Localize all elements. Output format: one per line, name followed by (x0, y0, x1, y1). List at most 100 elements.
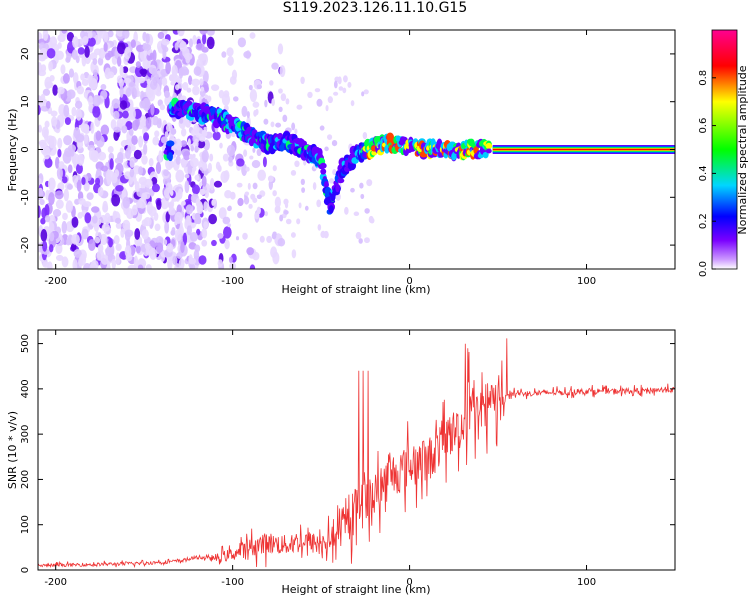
heatmap-cell (115, 222, 122, 229)
heatmap-cell (327, 96, 333, 104)
heatmap-cell (485, 142, 493, 149)
heatmap-cell (170, 81, 176, 86)
heatmap-cell (296, 218, 301, 225)
heatmap-cell (71, 216, 79, 228)
heatmap-cell (188, 257, 197, 265)
top-x-axis-label: Height of straight line (km) (281, 283, 430, 296)
heatmap-cell (192, 153, 196, 158)
heatmap-cell (316, 98, 323, 107)
heatmap-cell (61, 30, 68, 34)
heatmap-cell (95, 130, 102, 141)
heatmap-cell (227, 55, 234, 66)
heatmap-cell (65, 200, 74, 213)
heatmap-cell (282, 114, 288, 123)
heatmap-cell (179, 117, 184, 124)
heatmap-cell (181, 200, 186, 206)
heatmap-cell (166, 243, 174, 253)
heatmap-cell (203, 201, 208, 212)
heatmap-cell (208, 213, 218, 225)
heatmap-cell (249, 32, 256, 39)
heatmap-cell (482, 151, 489, 158)
heatmap-cell (168, 160, 175, 169)
heatmap-cell (256, 84, 262, 90)
heatmap-cell (174, 220, 178, 226)
heatmap-cell (182, 82, 189, 91)
colorbar-label: Normalized spectral amplitude (736, 65, 749, 234)
heatmap-cell (63, 188, 70, 202)
top-x-tick-label: -200 (44, 276, 67, 287)
spectrogram-heatmap (38, 30, 675, 269)
heatmap-cell (362, 132, 368, 140)
heatmap-cell (279, 214, 284, 222)
heatmap-cell (81, 176, 86, 186)
heatmap-cell (169, 189, 174, 197)
heatmap-cell (167, 201, 174, 209)
heatmap-cell (186, 216, 192, 226)
heatmap-cell (213, 180, 223, 188)
heatmap-cell (230, 131, 236, 138)
heatmap-cell (364, 237, 370, 244)
heatmap-cell (207, 162, 212, 173)
heatmap-cell (46, 135, 55, 146)
heatmap-cell (63, 104, 70, 118)
heatmap-cell (110, 119, 117, 130)
heatmap-cell (185, 204, 194, 215)
heatmap-cell (66, 183, 73, 190)
heatmap-cell (137, 77, 145, 84)
bottom-plot-frame (37, 329, 676, 571)
heatmap-cell (116, 56, 122, 67)
heatmap-cell (353, 211, 360, 217)
heatmap-cell (121, 125, 128, 134)
heatmap-cell (92, 69, 98, 77)
heatmap-cell (226, 144, 236, 157)
heatmap-cell (198, 53, 207, 61)
heatmap-cell (217, 259, 223, 268)
heatmap-cell (128, 128, 134, 136)
heatmap-cell (329, 178, 335, 184)
bottom-x-tick-label: -200 (44, 577, 67, 588)
heatmap-cell (256, 148, 262, 157)
heatmap-cell (97, 243, 104, 253)
heatmap-cell (141, 192, 148, 201)
heatmap-cell (122, 66, 129, 74)
heatmap-cell (73, 248, 82, 258)
heatmap-cell (194, 145, 199, 153)
heatmap-cell (177, 188, 183, 200)
heatmap-cell (71, 233, 80, 245)
heatmap-cell (127, 264, 137, 269)
heatmap-cell (107, 30, 114, 38)
heatmap-cell (206, 30, 215, 36)
heatmap-cell (146, 78, 151, 85)
heatmap-cell (277, 238, 286, 247)
heatmap-cell (199, 188, 206, 196)
heatmap-cell (271, 62, 279, 70)
heatmap-cell (43, 146, 51, 160)
heatmap-cell (223, 226, 232, 239)
heatmap-cell (172, 255, 178, 266)
top-x-tick-label: -100 (221, 276, 244, 287)
bottom-x-tick-label: 0 (406, 577, 412, 588)
heatmap-cell (355, 231, 362, 240)
heatmap-cell (187, 165, 193, 175)
top-y-tick-label: -20 (20, 237, 31, 253)
heatmap-cell (40, 217, 46, 225)
heatmap-cell (294, 128, 298, 135)
heatmap-cell (203, 221, 209, 229)
heatmap-cell (86, 192, 94, 201)
heatmap-cell (333, 80, 338, 89)
heatmap-cell (170, 128, 177, 135)
heatmap-cell (119, 100, 128, 110)
heatmap-cell (124, 245, 132, 258)
heatmap-cell (254, 212, 260, 220)
colorbar-frame (711, 29, 738, 270)
heatmap-cell (56, 166, 63, 180)
heatmap-cell (151, 183, 160, 193)
heatmap-cell (49, 74, 55, 82)
heatmap-cell (142, 97, 151, 111)
heatmap-cell (300, 178, 305, 186)
heatmap-cell (264, 99, 268, 108)
heatmap-cell (323, 230, 329, 239)
heatmap-cell (57, 148, 62, 158)
heatmap-cell (199, 30, 208, 35)
